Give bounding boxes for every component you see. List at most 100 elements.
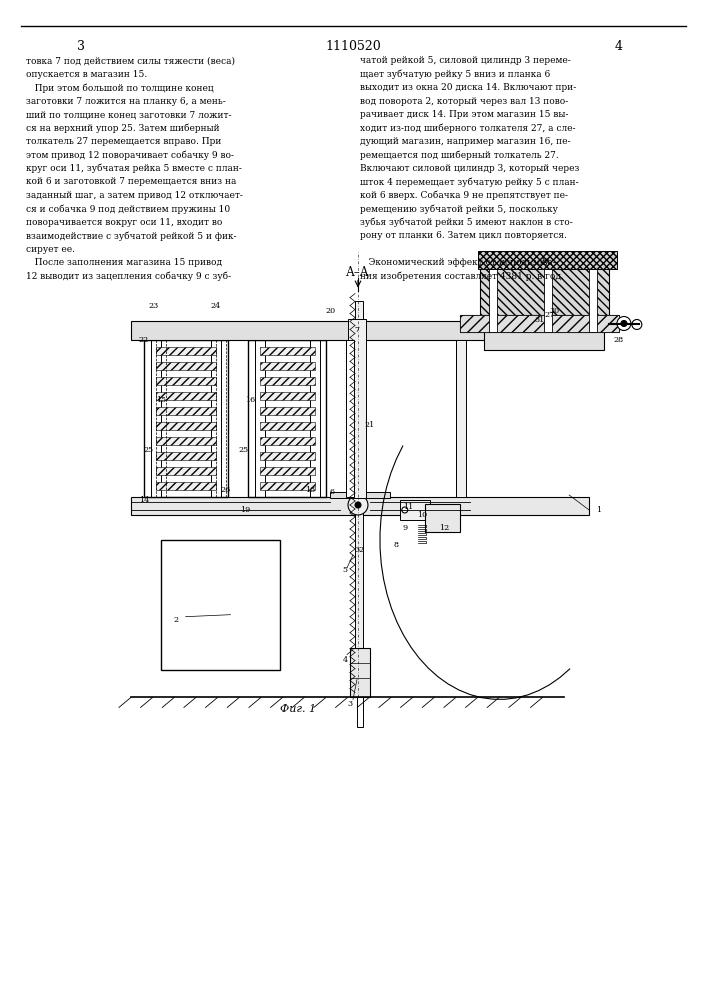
Text: рачивает диск 14. При этом магазин 15 вы-: рачивает диск 14. При этом магазин 15 вы… <box>360 110 568 119</box>
Circle shape <box>402 507 408 513</box>
Text: 29: 29 <box>539 257 549 265</box>
Circle shape <box>348 495 368 515</box>
Text: 5: 5 <box>342 566 348 574</box>
Bar <box>160 540 280 670</box>
Circle shape <box>621 320 627 326</box>
Bar <box>156 437 216 445</box>
Text: 9: 9 <box>402 524 407 532</box>
Bar <box>260 392 315 400</box>
Text: круг оси 11, зубчатая рейка 5 вместе с план-: круг оси 11, зубчатая рейка 5 вместе с п… <box>26 164 243 173</box>
Bar <box>479 261 609 320</box>
Bar <box>489 253 498 332</box>
Bar <box>330 492 390 498</box>
Bar <box>156 482 216 490</box>
Text: ся на верхний упор 25. Затем шиберный: ся на верхний упор 25. Затем шиберный <box>26 124 220 133</box>
Text: 11: 11 <box>403 503 413 511</box>
Bar <box>156 392 216 400</box>
Bar <box>346 340 354 497</box>
Text: 16: 16 <box>245 396 255 404</box>
Text: поворачивается вокруг оси 11, входит во: поворачивается вокруг оси 11, входит во <box>26 218 223 227</box>
Bar <box>248 340 326 497</box>
Bar <box>589 253 597 332</box>
Text: шток 4 перемещает зубчатую рейку 5 с план-: шток 4 перемещает зубчатую рейку 5 с пла… <box>360 177 578 187</box>
Bar <box>477 251 617 269</box>
Text: 19: 19 <box>240 506 250 514</box>
Bar <box>260 362 315 370</box>
Text: ший по толщине конец заготовки 7 ложит-: ший по толщине конец заготовки 7 ложит- <box>26 110 232 119</box>
Bar <box>156 452 216 460</box>
Bar <box>460 315 619 332</box>
Text: дующий магазин, например магазин 16, пе-: дующий магазин, например магазин 16, пе- <box>360 137 571 146</box>
Bar <box>260 467 315 475</box>
Text: ремещается под шиберный толкатель 27.: ремещается под шиберный толкатель 27. <box>360 150 559 160</box>
Text: 13: 13 <box>305 486 315 494</box>
Text: 28: 28 <box>614 336 624 344</box>
Bar <box>310 340 320 497</box>
Text: 21: 21 <box>365 421 375 429</box>
Text: 1110520: 1110520 <box>326 40 381 53</box>
Bar <box>151 340 160 497</box>
Text: 15: 15 <box>156 396 166 404</box>
Text: 25: 25 <box>238 446 248 454</box>
Text: 2: 2 <box>173 616 178 624</box>
Text: 12 выводит из зацепления собачку 9 с зуб-: 12 выводит из зацепления собачку 9 с зуб… <box>26 272 231 281</box>
Bar <box>156 362 216 370</box>
Text: Включают силовой цилиндр 3, который через: Включают силовой цилиндр 3, который чере… <box>360 164 579 173</box>
Text: 10: 10 <box>416 511 427 519</box>
Text: 26: 26 <box>221 486 230 494</box>
Bar <box>400 500 430 520</box>
Text: опускается в магазин 15.: опускается в магазин 15. <box>26 70 148 79</box>
Text: 25: 25 <box>144 446 154 454</box>
Text: Фиг. 1: Фиг. 1 <box>280 704 317 714</box>
Bar <box>460 315 619 332</box>
Text: чатой рейкой 5, силовой цилиндр 3 переме-: чатой рейкой 5, силовой цилиндр 3 переме… <box>360 56 571 65</box>
Bar <box>255 340 265 497</box>
Circle shape <box>632 320 642 329</box>
Bar <box>260 452 315 460</box>
Text: заданный шаг, а затем привод 12 отключает-: заданный шаг, а затем привод 12 отключае… <box>26 191 243 200</box>
Text: 3: 3 <box>347 700 353 708</box>
Text: ся и собачка 9 под действием пружины 10: ся и собачка 9 под действием пружины 10 <box>26 204 230 214</box>
Text: взаимодействие с зубчатой рейкой 5 и фик-: взаимодействие с зубчатой рейкой 5 и фик… <box>26 231 237 241</box>
Text: Экономический эффект от использова-: Экономический эффект от использова- <box>360 258 556 267</box>
Circle shape <box>355 502 361 508</box>
Bar <box>156 377 216 385</box>
Text: 14: 14 <box>139 496 149 504</box>
Text: После заполнения магазина 15 привод: После заполнения магазина 15 привод <box>26 258 223 267</box>
Text: щает зубчатую рейку 5 вниз и планка 6: щает зубчатую рейку 5 вниз и планка 6 <box>360 70 550 79</box>
Text: 1: 1 <box>597 506 602 514</box>
Bar <box>350 648 370 697</box>
Text: кой 6 вверх. Собачка 9 не препятствует пе-: кой 6 вверх. Собачка 9 не препятствует п… <box>360 191 568 200</box>
Text: 22: 22 <box>139 336 149 344</box>
Bar <box>484 320 604 350</box>
Bar <box>156 347 216 355</box>
Text: ния изобретения составляет 4381 р. в год.: ния изобретения составляет 4381 р. в год… <box>360 272 564 281</box>
Text: ремещению зубчатой рейки 5, поскольку: ремещению зубчатой рейки 5, поскольку <box>360 204 558 214</box>
Text: 4: 4 <box>342 656 348 664</box>
Text: зубья зубчатой рейки 5 имеют наклон в сто-: зубья зубчатой рейки 5 имеют наклон в ст… <box>360 218 573 227</box>
Bar <box>156 467 216 475</box>
Bar <box>144 340 228 497</box>
Bar <box>455 340 465 497</box>
Bar <box>260 482 315 490</box>
Text: 7: 7 <box>354 326 359 334</box>
Text: 23: 23 <box>148 302 159 310</box>
Text: заготовки 7 ложится на планку 6, а мень-: заготовки 7 ложится на планку 6, а мень- <box>26 97 226 106</box>
Bar <box>156 422 216 430</box>
Text: 12: 12 <box>440 524 450 532</box>
Text: ходит из-под шиберного толкателя 27, а сле-: ходит из-под шиберного толкателя 27, а с… <box>360 124 575 133</box>
Text: 27: 27 <box>544 311 554 319</box>
Bar <box>260 377 315 385</box>
Bar <box>357 697 363 727</box>
Text: товка 7 под действием силы тяжести (веса): товка 7 под действием силы тяжести (веса… <box>26 56 235 65</box>
Text: При этом большой по толщине конец: При этом большой по толщине конец <box>26 83 214 93</box>
Bar <box>156 407 216 415</box>
Bar <box>211 340 221 497</box>
Text: 32: 32 <box>355 546 365 554</box>
Bar <box>260 347 315 355</box>
Text: толкатель 27 перемещается вправо. При: толкатель 27 перемещается вправо. При <box>26 137 222 146</box>
Bar <box>131 497 589 515</box>
Bar <box>260 422 315 430</box>
Text: сирует ее.: сирует ее. <box>26 245 75 254</box>
Bar <box>544 253 552 332</box>
